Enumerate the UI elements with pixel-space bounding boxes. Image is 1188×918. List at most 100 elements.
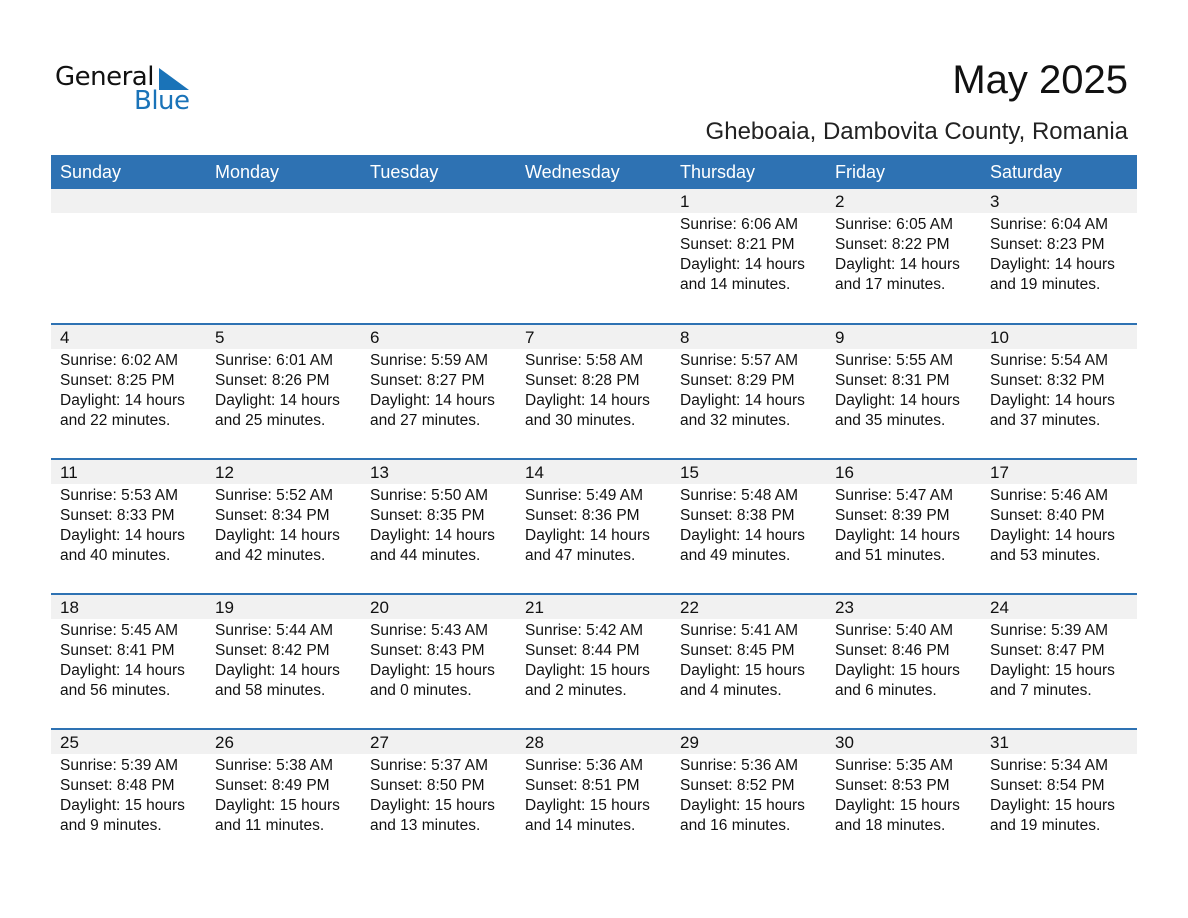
day-cell: Sunrise: 5:58 AM Sunset: 8:28 PM Daylight:… — [516, 349, 671, 431]
minutes-text: and 32 minutes. — [680, 412, 791, 429]
sunset-text: Sunset: 8:48 PM — [60, 777, 175, 794]
day-cell: Sunrise: 5:52 AM Sunset: 8:34 PM Daylight:… — [206, 484, 361, 566]
sunrise-text: Sunrise: 5:39 AM — [60, 757, 179, 774]
daylight-text: Daylight: 14 hours — [215, 662, 340, 679]
daylight-text: Daylight: 14 hours — [990, 392, 1115, 409]
daylight-text: Daylight: 14 hours — [215, 527, 340, 544]
day-cell: Sunrise: 5:40 AM Sunset: 8:46 PM Daylight:… — [826, 619, 981, 701]
sunset-text: Sunset: 8:34 PM — [215, 507, 330, 524]
minutes-text: and 16 minutes. — [680, 817, 791, 834]
date-number: 28 — [525, 733, 544, 752]
sunrise-text: Sunrise: 5:54 AM — [990, 352, 1109, 369]
sunset-text: Sunset: 8:31 PM — [835, 372, 950, 389]
sunrise-text: Sunrise: 5:34 AM — [990, 757, 1109, 774]
week-row: 18 19 20 21 22 23 24 Sunrise: 5:45 AM Sunset: 8:… — [51, 593, 1137, 728]
minutes-text: and 58 minutes. — [215, 682, 326, 699]
week-body: Sunrise: 5:53 AM Sunset: 8:33 PM Daylight:… — [51, 484, 1137, 566]
weeks-container: 1 2 3 Sunrise: 6:06 AM Sunset: 8:21 PM Daylig… — [51, 189, 1137, 863]
date-number: 16 — [835, 463, 854, 482]
sunrise-text: Sunrise: 5:55 AM — [835, 352, 954, 369]
day-cell: Sunrise: 5:47 AM Sunset: 8:39 PM Daylight:… — [826, 484, 981, 566]
date-number — [206, 189, 361, 213]
sunrise-text: Sunrise: 5:39 AM — [990, 622, 1109, 639]
sunrise-text: Sunrise: 5:42 AM — [525, 622, 644, 639]
sunrise-text: Sunrise: 5:48 AM — [680, 487, 799, 504]
date-number: 21 — [525, 598, 544, 617]
minutes-text: and 42 minutes. — [215, 547, 326, 564]
weekday-thursday: Thursday — [680, 162, 756, 182]
minutes-text: and 27 minutes. — [370, 412, 481, 429]
day-cell: Sunrise: 6:04 AM Sunset: 8:23 PM Daylight:… — [981, 213, 1136, 295]
minutes-text: and 22 minutes. — [60, 412, 171, 429]
sunrise-text: Sunrise: 5:58 AM — [525, 352, 644, 369]
sunset-text: Sunset: 8:33 PM — [60, 507, 175, 524]
daylight-text: Daylight: 14 hours — [990, 256, 1115, 273]
minutes-text: and 11 minutes. — [215, 817, 325, 834]
date-number: 17 — [990, 463, 1009, 482]
minutes-text: and 2 minutes. — [525, 682, 627, 699]
sunset-text: Sunset: 8:36 PM — [525, 507, 640, 524]
date-number: 6 — [370, 328, 380, 347]
sunrise-text: Sunrise: 5:59 AM — [370, 352, 489, 369]
minutes-text: and 30 minutes. — [525, 412, 636, 429]
sunset-text: Sunset: 8:22 PM — [835, 236, 950, 253]
minutes-text: and 51 minutes. — [835, 547, 946, 564]
day-cell: Sunrise: 5:41 AM Sunset: 8:45 PM Daylight:… — [671, 619, 826, 701]
daylight-text: Daylight: 14 hours — [60, 392, 185, 409]
sunrise-text: Sunrise: 5:44 AM — [215, 622, 334, 639]
date-number: 3 — [990, 192, 1000, 211]
daylight-text: Daylight: 15 hours — [990, 797, 1115, 814]
day-cell: Sunrise: 6:06 AM Sunset: 8:21 PM Daylight:… — [671, 213, 826, 295]
sunset-text: Sunset: 8:42 PM — [215, 642, 330, 659]
minutes-text: and 40 minutes. — [60, 547, 171, 564]
day-cell: Sunrise: 5:55 AM Sunset: 8:31 PM Daylight:… — [826, 349, 981, 431]
date-number: 5 — [215, 328, 225, 347]
date-number: 31 — [990, 733, 1009, 752]
day-cell: Sunrise: 5:53 AM Sunset: 8:33 PM Daylight:… — [51, 484, 206, 566]
day-cell: Sunrise: 5:59 AM Sunset: 8:27 PM Daylight:… — [361, 349, 516, 431]
sunrise-text: Sunrise: 5:43 AM — [370, 622, 489, 639]
sunset-text: Sunset: 8:45 PM — [680, 642, 795, 659]
sunrise-text: Sunrise: 5:37 AM — [370, 757, 489, 774]
date-number: 15 — [680, 463, 699, 482]
daylight-text: Daylight: 14 hours — [680, 527, 805, 544]
day-cell: Sunrise: 5:37 AM Sunset: 8:50 PM Daylight:… — [361, 754, 516, 836]
date-strip: 1 2 3 — [51, 189, 1137, 213]
day-cell: Sunrise: 5:50 AM Sunset: 8:35 PM Daylight:… — [361, 484, 516, 566]
sunset-text: Sunset: 8:29 PM — [680, 372, 795, 389]
logo: General Blue — [55, 62, 195, 122]
daylight-text: Daylight: 15 hours — [835, 662, 960, 679]
date-strip: 11 12 13 14 15 16 17 — [51, 460, 1137, 484]
minutes-text: and 37 minutes. — [990, 412, 1101, 429]
sunset-text: Sunset: 8:40 PM — [990, 507, 1105, 524]
weekday-monday: Monday — [215, 162, 280, 182]
date-number: 18 — [60, 598, 79, 617]
minutes-text: and 19 minutes. — [990, 276, 1101, 293]
minutes-text: and 7 minutes. — [990, 682, 1092, 699]
daylight-text: Daylight: 14 hours — [835, 392, 960, 409]
sunrise-text: Sunrise: 5:35 AM — [835, 757, 954, 774]
daylight-text: Daylight: 15 hours — [990, 662, 1115, 679]
sunrise-text: Sunrise: 5:41 AM — [680, 622, 799, 639]
day-cell: Sunrise: 6:05 AM Sunset: 8:22 PM Daylight:… — [826, 213, 981, 295]
date-number: 25 — [60, 733, 79, 752]
minutes-text: and 35 minutes. — [835, 412, 946, 429]
day-cell: Sunrise: 5:38 AM Sunset: 8:49 PM Daylight:… — [206, 754, 361, 836]
sunrise-text: Sunrise: 5:49 AM — [525, 487, 644, 504]
logo-text-general: General — [55, 62, 154, 92]
day-cell: Sunrise: 5:43 AM Sunset: 8:43 PM Daylight:… — [361, 619, 516, 701]
date-strip: 4 5 6 7 8 9 10 — [51, 325, 1137, 349]
sunset-text: Sunset: 8:46 PM — [835, 642, 950, 659]
weekday-header: Sunday Monday Tuesday Wednesday Thursday Frid… — [51, 155, 1137, 189]
day-cell: Sunrise: 5:48 AM Sunset: 8:38 PM Daylight:… — [671, 484, 826, 566]
date-strip: 25 26 27 28 29 30 31 — [51, 730, 1137, 754]
daylight-text: Daylight: 15 hours — [835, 797, 960, 814]
minutes-text: and 13 minutes. — [370, 817, 481, 834]
date-number: 29 — [680, 733, 699, 752]
minutes-text: and 44 minutes. — [370, 547, 481, 564]
date-number: 27 — [370, 733, 389, 752]
minutes-text: and 53 minutes. — [990, 547, 1101, 564]
daylight-text: Daylight: 15 hours — [215, 797, 340, 814]
date-number: 11 — [60, 463, 78, 482]
sunrise-text: Sunrise: 6:05 AM — [835, 216, 954, 233]
